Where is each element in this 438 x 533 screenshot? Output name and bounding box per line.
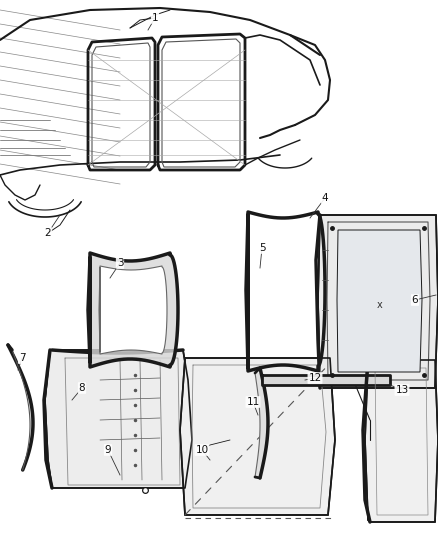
- Polygon shape: [99, 266, 167, 354]
- Polygon shape: [337, 230, 422, 372]
- Polygon shape: [45, 350, 192, 488]
- Polygon shape: [180, 358, 335, 515]
- Text: x: x: [377, 300, 383, 310]
- Polygon shape: [262, 375, 390, 385]
- Polygon shape: [88, 253, 178, 367]
- Text: 1: 1: [152, 13, 158, 23]
- Text: 8: 8: [79, 383, 85, 393]
- Polygon shape: [255, 368, 268, 478]
- Text: 7: 7: [19, 353, 25, 363]
- Text: 3: 3: [117, 258, 124, 268]
- Polygon shape: [318, 215, 438, 388]
- Text: 10: 10: [195, 445, 208, 455]
- Text: 6: 6: [412, 295, 418, 305]
- Text: 9: 9: [105, 445, 111, 455]
- Polygon shape: [8, 345, 33, 470]
- Text: 2: 2: [45, 228, 51, 238]
- Text: 5: 5: [259, 243, 265, 253]
- Polygon shape: [365, 360, 438, 522]
- Text: 12: 12: [308, 373, 321, 383]
- Text: 11: 11: [246, 397, 260, 407]
- Text: 4: 4: [321, 193, 328, 203]
- Text: 13: 13: [396, 385, 409, 395]
